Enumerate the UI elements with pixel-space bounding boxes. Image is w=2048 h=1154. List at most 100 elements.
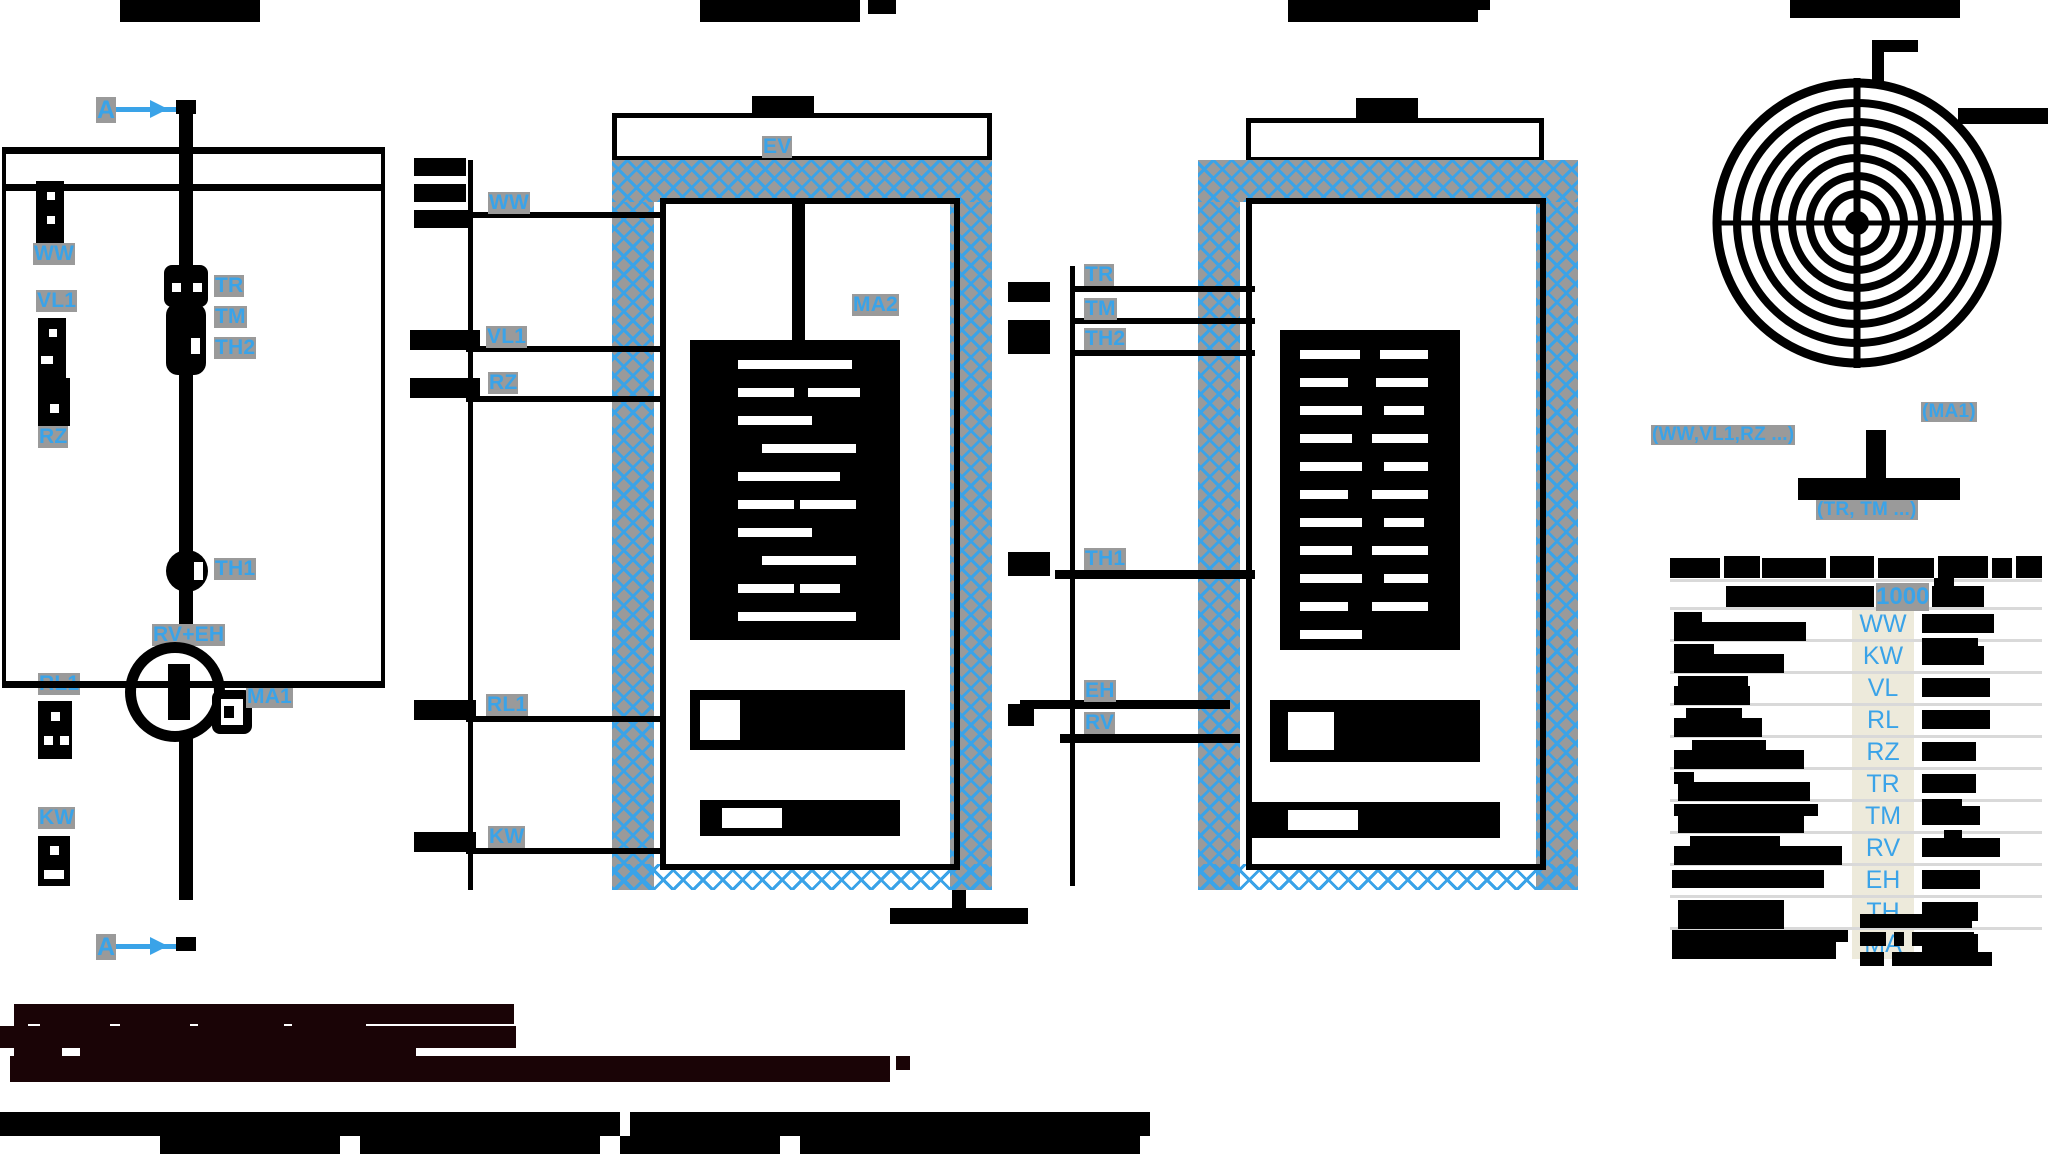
legend-desc-cell [1670,704,1852,738]
legend-desc-cell [1670,768,1852,802]
center-label-ww: WW [488,191,531,215]
legend-row: RZ [1670,736,2042,770]
center-stand-stem [952,890,966,912]
section-tick-bottom [176,937,196,951]
legend-value-cell [1914,768,2042,802]
plan-view-leg [1866,430,1886,478]
right-tank-inner-shell [1246,198,1546,870]
legend-value-cell [1914,864,2042,898]
center-tank-cap [752,96,814,114]
legend-value-cell [1914,830,2042,866]
legend-row: VL [1670,672,2042,706]
center-label-ev: EV [762,135,793,159]
port-rz-nozzle [38,378,70,426]
center-stand [890,908,1028,924]
port-vl1-nozzle [38,318,66,380]
right-label-tr: TR [1084,263,1115,287]
plan-view-base [1798,478,1960,500]
legend-row: TM [1670,799,2042,834]
right-lead-eh [1020,700,1230,709]
left-label-ma1: MA1 [246,685,293,709]
footer-note-block [0,1000,1200,1100]
right-label-rv: RV [1084,711,1116,735]
right-lead-rv [1060,734,1240,743]
header-redaction-3 [1288,0,1478,22]
legend-code-ww: WW [1852,610,1914,642]
header-redaction-1 [120,0,260,22]
legend-value-cell [1914,704,2042,738]
legend-footer-stamp [1860,914,2000,970]
legend-row: RV [1670,830,2042,866]
right-tank-top-frame [1246,118,1544,162]
center-dim-block-7 [414,832,476,852]
header-redaction-4 [1790,0,1960,18]
legend-value-cell [1914,672,2042,706]
legend-row: RL [1670,704,2042,738]
legend-row: WW [1670,610,2042,642]
plan-view-nozzle-right [1958,108,2048,124]
legend-capacity-value: 1000 [1876,583,1930,611]
legend-desc-cell [1670,672,1852,706]
center-coil-body [712,340,900,640]
legend-desc-cell [1670,832,1852,866]
legend-code-rl: RL [1852,704,1914,738]
sensor-stack-lower [166,303,206,375]
left-vessel-bottom-band [2,681,385,688]
right-label-eh: EH [1084,679,1116,703]
header-redaction-2 [700,0,860,22]
center-dim-chain [468,160,473,890]
legend-value-cell [1914,736,2042,770]
right-lead-tm [1075,318,1255,324]
left-vessel-band-2 [2,184,385,191]
center-riser-pipe [792,200,805,340]
section-label-a-top: A [96,96,117,124]
center-tank-top-frame [612,113,992,161]
plan-annotation-ports: (WW,VL1,RZ ...) [1651,424,1796,445]
center-dim-block-3 [414,210,472,228]
center-label-kw: KW [488,825,526,849]
left-label-th1: TH1 [214,557,257,581]
footer-bottom-bar [0,1112,1200,1154]
right-tank-cap [1356,98,1418,118]
center-label-ma2: MA2 [852,293,899,317]
legend-desc-cell [1670,640,1852,674]
center-lead-kw [466,848,662,854]
left-label-tm: TM [214,305,247,329]
left-label-rz: RZ [38,425,69,449]
legend-desc-cell [1670,610,1852,642]
right-lead-th2 [1075,350,1255,356]
center-dim-block-5 [410,378,480,398]
left-label-kw: KW [38,806,76,830]
legend-desc-cell [1670,929,1852,959]
section-arrow-bottom-head [150,937,168,955]
center-lead-ww [466,212,662,218]
plan-annotation-ma1: (MA1) [1921,401,1977,422]
legend-code-rv: RV [1852,832,1914,866]
legend-value-cell [1914,799,2042,834]
left-center-pipe [179,105,193,900]
right-dim-block-1 [1008,282,1050,302]
center-lead-vl1 [466,346,662,352]
legend-table-wrapper: 1000 WW KW [1670,556,2042,966]
legend-value-cell [1914,638,2042,674]
right-lead-tr [1075,286,1255,292]
legend-table: WW KW VL [1670,610,2042,959]
center-dim-block-1 [414,158,466,176]
plan-view-tab [1872,40,1918,52]
legend-subtitle-row: 1000 [1670,578,2042,611]
center-lead-rz [466,396,662,402]
legend-title-row [1670,556,2042,582]
left-label-rv-eh: RV+EH [152,623,226,647]
legend-code-tr: TR [1852,768,1914,802]
center-coil-spine-left [690,340,712,640]
header-redaction-2b [868,0,896,14]
center-tank-inner-shell [660,198,960,870]
section-label-a-bottom: A [96,933,117,961]
legend-row: TR [1670,768,2042,802]
left-label-ww: WW [33,242,76,266]
legend-code-tm: TM [1852,800,1914,834]
right-label-tm: TM [1084,297,1117,321]
legend-row: KW [1670,638,2042,674]
right-dim-block-3 [1008,552,1050,576]
